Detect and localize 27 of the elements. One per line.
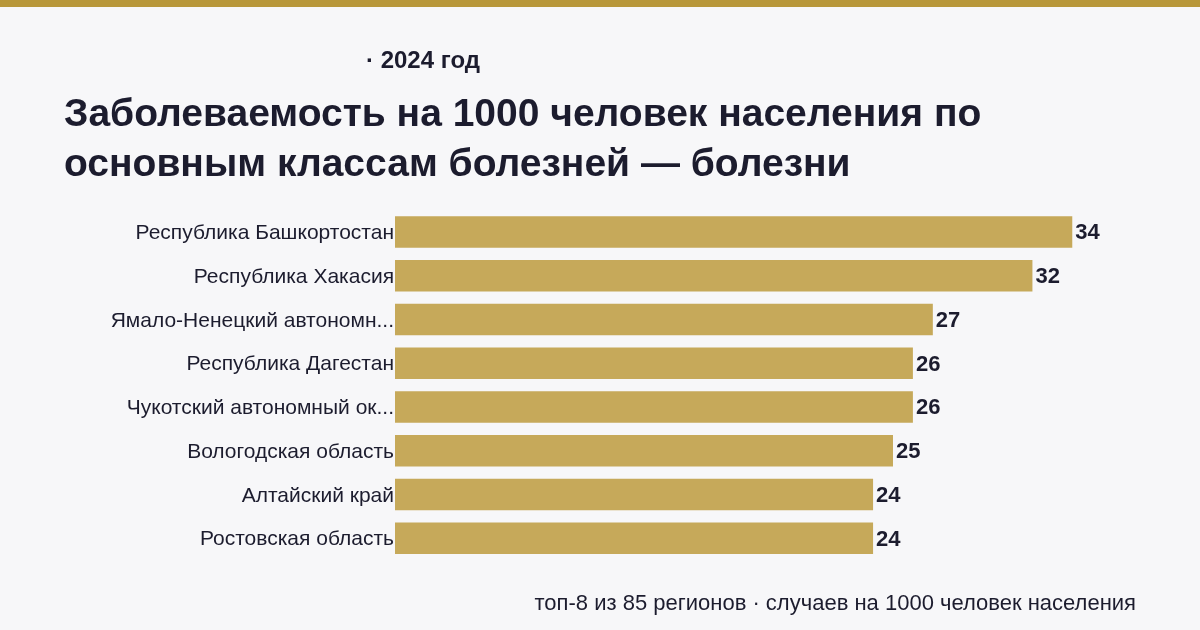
data-label: 32 [1035, 263, 1060, 289]
data-label: 26 [915, 350, 941, 376]
y-tick-label: Ямало-Ненецкий автономн... [110, 307, 394, 331]
y-tick-label: Чукотский автономный ок... [126, 395, 394, 419]
data-label: 24 [876, 481, 902, 507]
chart-subtitle: · 2024 год [366, 46, 480, 74]
bar [395, 347, 913, 379]
y-tick-label: Республика Дагестан [186, 351, 394, 375]
bar [395, 259, 1033, 292]
text: топ-8 из 85 регионов · случаев на 1000 человек населения [534, 590, 1136, 616]
data-label: 34 [1075, 219, 1101, 245]
data-label: 25 [895, 438, 921, 464]
data-label: 24 [876, 525, 902, 551]
bar [395, 522, 874, 554]
bar [395, 303, 933, 336]
y-tick-label: Алтайский край [241, 482, 394, 506]
y-tick-label: Вологодская область [187, 438, 395, 462]
bar [395, 478, 874, 511]
y-tick-label: Республика Хакасия [193, 263, 394, 287]
bar [395, 216, 1073, 248]
chart-title: Заболеваемость на 1000 человек населения по основным классам болезней — болезни [64, 90, 983, 186]
data-label: 27 [935, 306, 961, 332]
bar [395, 391, 913, 423]
y-tick-label: Ростовская область [199, 526, 395, 550]
bar [395, 434, 893, 467]
data-label: 26 [915, 394, 941, 420]
y-tick-label: Республика Башкортостан [135, 220, 394, 244]
